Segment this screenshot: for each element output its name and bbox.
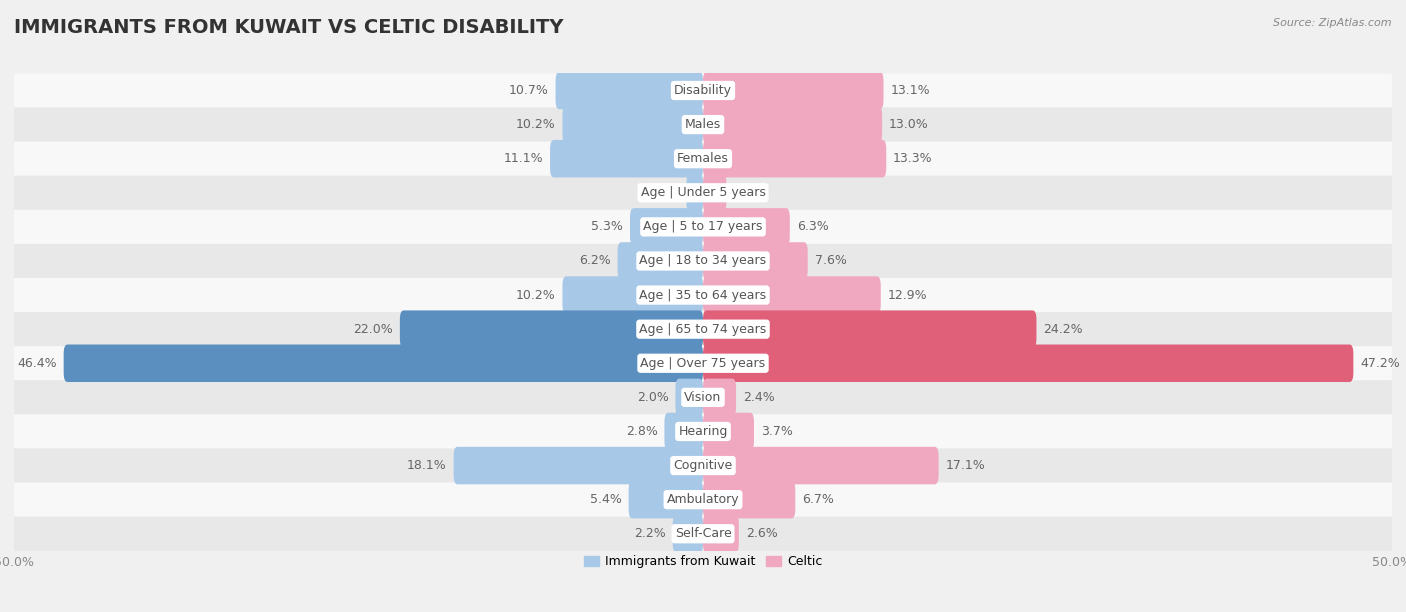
FancyBboxPatch shape [703, 379, 737, 416]
Text: 2.2%: 2.2% [634, 528, 666, 540]
FancyBboxPatch shape [562, 276, 703, 314]
FancyBboxPatch shape [630, 208, 703, 245]
FancyBboxPatch shape [703, 276, 880, 314]
Text: Vision: Vision [685, 391, 721, 404]
FancyBboxPatch shape [703, 208, 790, 245]
FancyBboxPatch shape [703, 447, 939, 484]
Text: Cognitive: Cognitive [673, 459, 733, 472]
FancyBboxPatch shape [14, 244, 1392, 278]
FancyBboxPatch shape [703, 515, 738, 553]
Text: Hearing: Hearing [678, 425, 728, 438]
Text: Disability: Disability [673, 84, 733, 97]
FancyBboxPatch shape [399, 310, 703, 348]
FancyBboxPatch shape [14, 414, 1392, 449]
FancyBboxPatch shape [562, 106, 703, 143]
Text: Ambulatory: Ambulatory [666, 493, 740, 506]
Text: 7.6%: 7.6% [814, 255, 846, 267]
Text: 6.7%: 6.7% [803, 493, 834, 506]
Text: 13.1%: 13.1% [890, 84, 929, 97]
Text: Age | Under 5 years: Age | Under 5 years [641, 186, 765, 200]
FancyBboxPatch shape [703, 242, 807, 280]
FancyBboxPatch shape [14, 449, 1392, 483]
Text: 24.2%: 24.2% [1043, 323, 1083, 335]
FancyBboxPatch shape [550, 140, 703, 177]
FancyBboxPatch shape [617, 242, 703, 280]
Text: 10.7%: 10.7% [509, 84, 548, 97]
Text: 12.9%: 12.9% [887, 289, 928, 302]
FancyBboxPatch shape [703, 106, 882, 143]
FancyBboxPatch shape [14, 380, 1392, 414]
FancyBboxPatch shape [703, 72, 883, 109]
Text: 6.3%: 6.3% [797, 220, 828, 233]
FancyBboxPatch shape [14, 141, 1392, 176]
FancyBboxPatch shape [14, 176, 1392, 210]
Text: 5.4%: 5.4% [591, 493, 621, 506]
Text: 2.6%: 2.6% [745, 528, 778, 540]
FancyBboxPatch shape [703, 345, 1354, 382]
FancyBboxPatch shape [555, 72, 703, 109]
Text: IMMIGRANTS FROM KUWAIT VS CELTIC DISABILITY: IMMIGRANTS FROM KUWAIT VS CELTIC DISABIL… [14, 18, 564, 37]
Text: 1.7%: 1.7% [734, 186, 765, 200]
Text: 13.3%: 13.3% [893, 152, 932, 165]
Text: 13.0%: 13.0% [889, 118, 929, 131]
FancyBboxPatch shape [703, 310, 1036, 348]
FancyBboxPatch shape [703, 481, 796, 518]
FancyBboxPatch shape [63, 345, 703, 382]
FancyBboxPatch shape [14, 210, 1392, 244]
Text: Age | 5 to 17 years: Age | 5 to 17 years [644, 220, 762, 233]
Text: Females: Females [678, 152, 728, 165]
FancyBboxPatch shape [14, 346, 1392, 380]
FancyBboxPatch shape [454, 447, 703, 484]
Text: 2.8%: 2.8% [626, 425, 658, 438]
FancyBboxPatch shape [14, 483, 1392, 517]
Text: 22.0%: 22.0% [353, 323, 394, 335]
FancyBboxPatch shape [628, 481, 703, 518]
Text: 11.1%: 11.1% [503, 152, 543, 165]
Text: 17.1%: 17.1% [945, 459, 986, 472]
FancyBboxPatch shape [14, 73, 1392, 108]
Text: 1.2%: 1.2% [648, 186, 679, 200]
Text: 18.1%: 18.1% [406, 459, 447, 472]
Legend: Immigrants from Kuwait, Celtic: Immigrants from Kuwait, Celtic [579, 550, 827, 573]
Text: Self-Care: Self-Care [675, 528, 731, 540]
FancyBboxPatch shape [686, 174, 703, 212]
Text: Age | 35 to 64 years: Age | 35 to 64 years [640, 289, 766, 302]
Text: 46.4%: 46.4% [17, 357, 56, 370]
Text: Source: ZipAtlas.com: Source: ZipAtlas.com [1274, 18, 1392, 28]
FancyBboxPatch shape [672, 515, 703, 553]
Text: Age | 65 to 74 years: Age | 65 to 74 years [640, 323, 766, 335]
Text: 10.2%: 10.2% [516, 118, 555, 131]
Text: Males: Males [685, 118, 721, 131]
Text: Age | 18 to 34 years: Age | 18 to 34 years [640, 255, 766, 267]
FancyBboxPatch shape [665, 412, 703, 450]
Text: 6.2%: 6.2% [579, 255, 610, 267]
FancyBboxPatch shape [675, 379, 703, 416]
FancyBboxPatch shape [703, 140, 886, 177]
Text: 10.2%: 10.2% [516, 289, 555, 302]
Text: 3.7%: 3.7% [761, 425, 793, 438]
Text: 5.3%: 5.3% [591, 220, 623, 233]
Text: 47.2%: 47.2% [1360, 357, 1400, 370]
FancyBboxPatch shape [14, 312, 1392, 346]
Text: Age | Over 75 years: Age | Over 75 years [641, 357, 765, 370]
Text: 2.4%: 2.4% [742, 391, 775, 404]
FancyBboxPatch shape [703, 412, 754, 450]
FancyBboxPatch shape [14, 108, 1392, 141]
FancyBboxPatch shape [703, 174, 727, 212]
Text: 2.0%: 2.0% [637, 391, 669, 404]
FancyBboxPatch shape [14, 517, 1392, 551]
FancyBboxPatch shape [14, 278, 1392, 312]
